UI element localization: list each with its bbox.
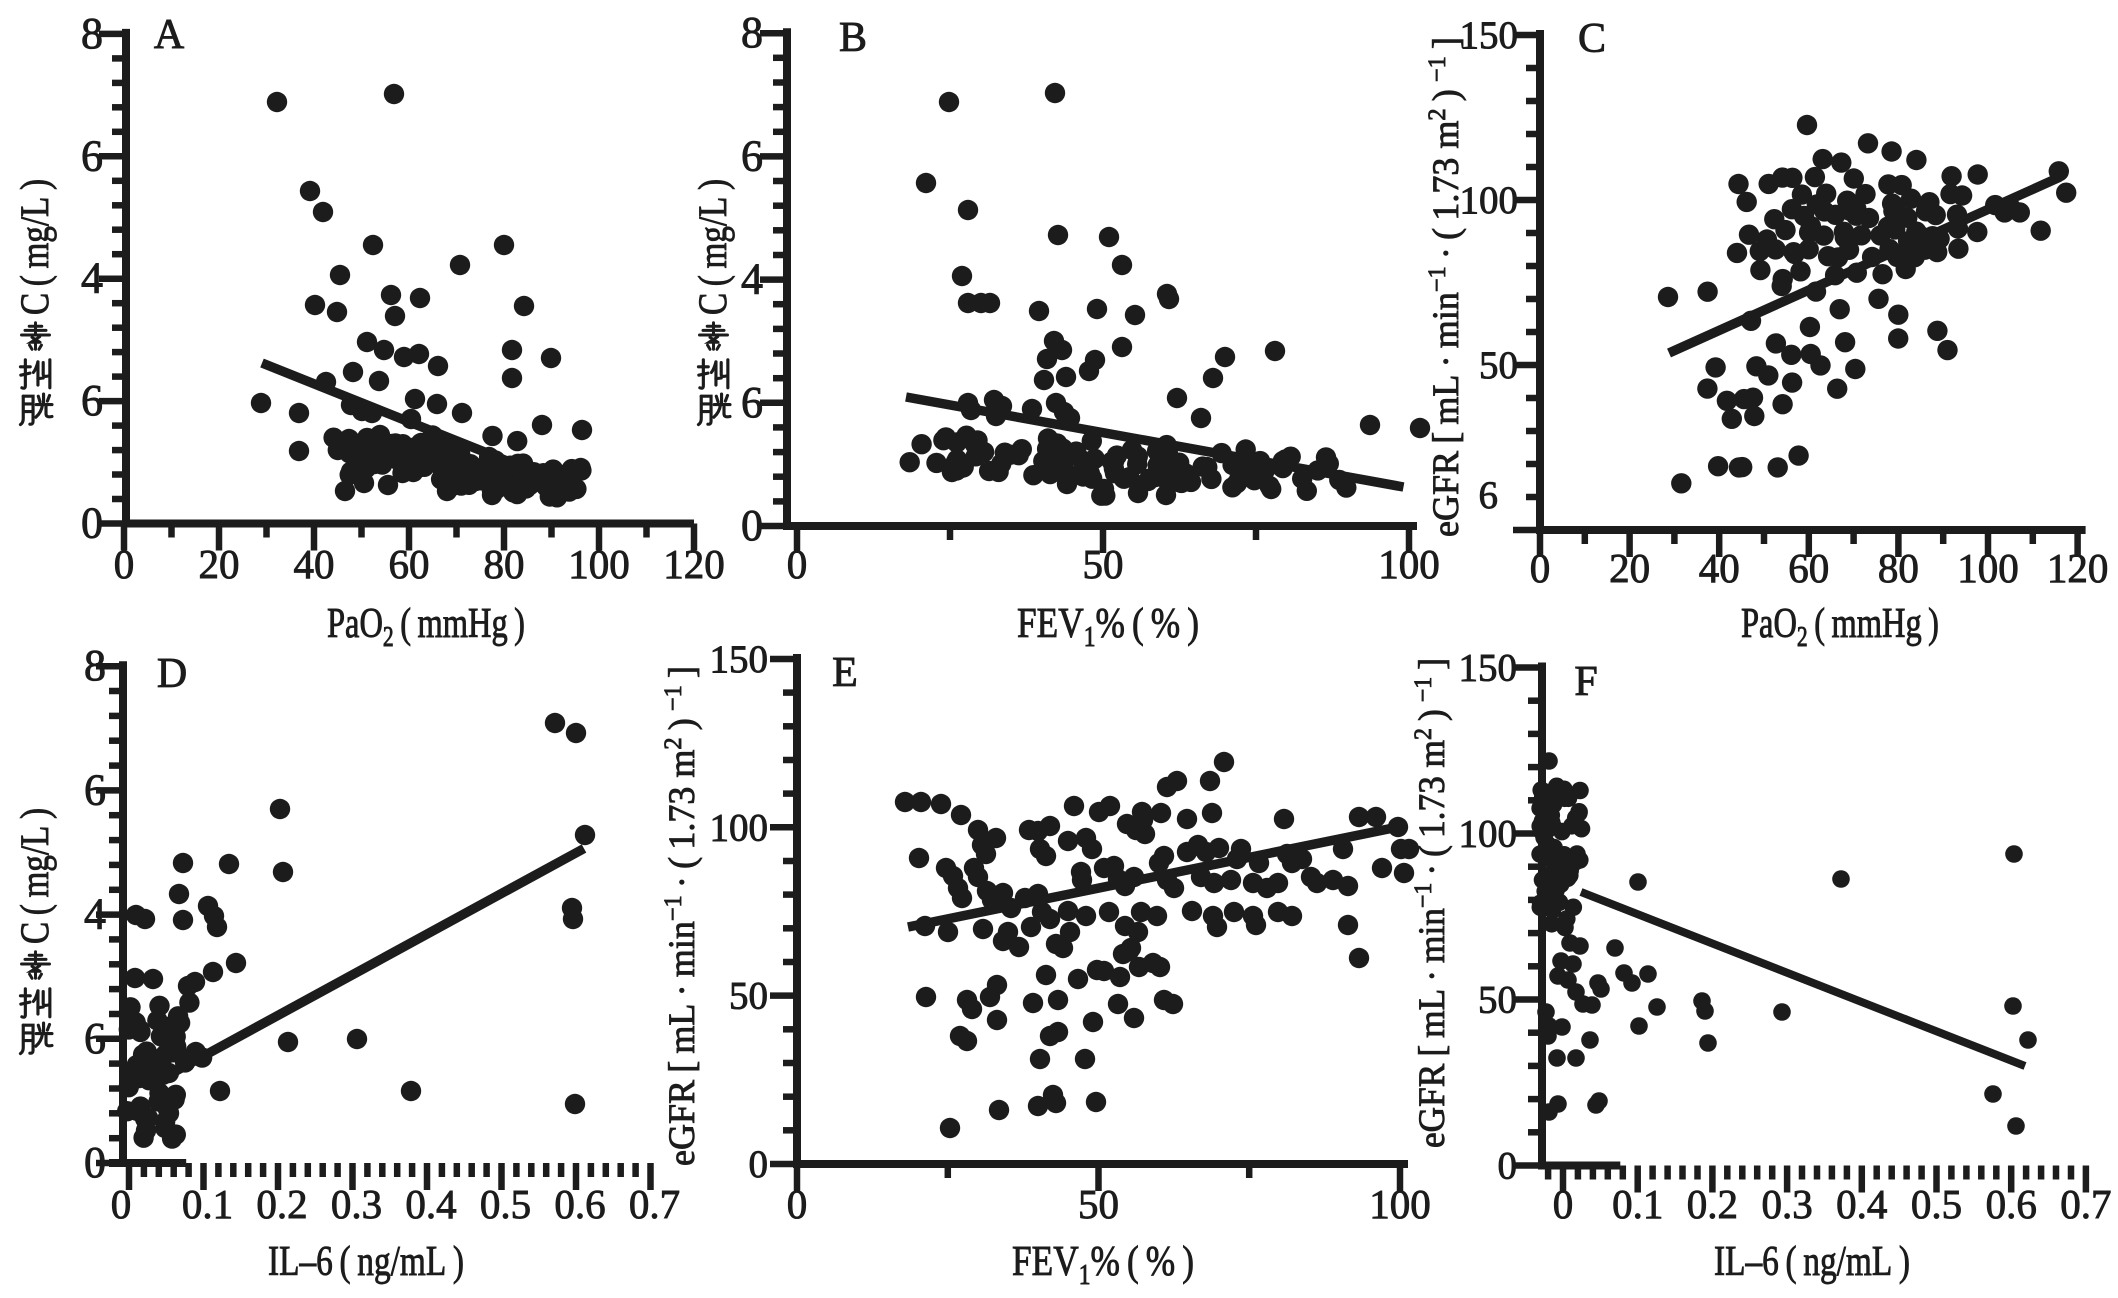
svg-text:50: 50 bbox=[1478, 979, 1517, 1022]
svg-text:6: 6 bbox=[81, 131, 103, 180]
svg-text:0: 0 bbox=[741, 501, 763, 550]
svg-text:4: 4 bbox=[741, 255, 763, 304]
svg-text:D: D bbox=[157, 651, 187, 697]
svg-text:0.1: 0.1 bbox=[182, 1181, 233, 1227]
svg-text:PaO2 ( mmHg ): PaO2 ( mmHg ) bbox=[1741, 601, 1939, 653]
svg-text:6: 6 bbox=[84, 765, 106, 814]
svg-text:C ( mg/L ): C ( mg/L ) bbox=[12, 179, 57, 315]
svg-text:0.6: 0.6 bbox=[554, 1181, 605, 1227]
svg-text:150: 150 bbox=[710, 638, 769, 681]
svg-text:0.2: 0.2 bbox=[1687, 1181, 1738, 1227]
svg-text:100: 100 bbox=[1957, 545, 2019, 591]
svg-text:50: 50 bbox=[1083, 541, 1124, 587]
svg-text:0.5: 0.5 bbox=[1911, 1181, 1962, 1227]
svg-text:6: 6 bbox=[741, 131, 763, 180]
svg-text:0.5: 0.5 bbox=[480, 1181, 531, 1227]
svg-text:100: 100 bbox=[1460, 179, 1519, 222]
svg-text:FEV1% ( % ): FEV1% ( % ) bbox=[1012, 1239, 1194, 1291]
svg-text:40: 40 bbox=[1699, 545, 1740, 591]
svg-text:100: 100 bbox=[1459, 813, 1518, 856]
svg-text:0: 0 bbox=[114, 541, 135, 587]
svg-text:0.7: 0.7 bbox=[2060, 1181, 2111, 1227]
svg-text:80: 80 bbox=[484, 541, 525, 587]
svg-text:0: 0 bbox=[1553, 1181, 1574, 1227]
svg-text:C ( mg/L ): C ( mg/L ) bbox=[12, 808, 57, 944]
svg-text:8: 8 bbox=[741, 8, 763, 57]
svg-text:0: 0 bbox=[84, 1138, 106, 1187]
svg-text:6: 6 bbox=[741, 378, 763, 427]
svg-text:0.3: 0.3 bbox=[331, 1181, 382, 1227]
svg-text:120: 120 bbox=[663, 541, 725, 587]
svg-text:0: 0 bbox=[111, 1181, 132, 1227]
svg-text:50: 50 bbox=[729, 975, 768, 1018]
svg-text:20: 20 bbox=[1609, 545, 1650, 591]
svg-text:6: 6 bbox=[84, 1014, 106, 1063]
svg-text:IL–6 ( ng/mL ): IL–6 ( ng/mL ) bbox=[1714, 1239, 1910, 1285]
svg-text:6: 6 bbox=[81, 376, 103, 425]
svg-text:B: B bbox=[839, 15, 867, 61]
svg-text:50: 50 bbox=[1078, 1181, 1119, 1227]
svg-text:0.4: 0.4 bbox=[1836, 1181, 1887, 1227]
svg-text:8: 8 bbox=[84, 641, 106, 690]
svg-text:0.1: 0.1 bbox=[1612, 1181, 1663, 1227]
svg-text:0: 0 bbox=[81, 499, 103, 548]
svg-text:50: 50 bbox=[1479, 344, 1518, 387]
svg-text:120: 120 bbox=[2047, 545, 2109, 591]
svg-text:A: A bbox=[154, 12, 185, 58]
svg-text:8: 8 bbox=[81, 9, 103, 58]
svg-text:4: 4 bbox=[84, 890, 106, 939]
svg-text:IL–6 ( ng/mL ): IL–6 ( ng/mL ) bbox=[268, 1239, 464, 1285]
svg-text:F: F bbox=[1574, 659, 1597, 705]
svg-text:0: 0 bbox=[787, 541, 808, 587]
svg-text:40: 40 bbox=[294, 541, 335, 587]
svg-text:150: 150 bbox=[1459, 647, 1518, 690]
svg-text:100: 100 bbox=[710, 806, 769, 849]
svg-text:0.3: 0.3 bbox=[1761, 1181, 1812, 1227]
svg-text:C: C bbox=[1578, 16, 1606, 62]
svg-text:80: 80 bbox=[1878, 545, 1919, 591]
svg-text:60: 60 bbox=[389, 541, 430, 587]
svg-text:C ( mg/L ): C ( mg/L ) bbox=[690, 179, 735, 315]
svg-text:FEV1% ( % ): FEV1% ( % ) bbox=[1017, 601, 1199, 653]
svg-text:6: 6 bbox=[1479, 474, 1499, 517]
svg-text:0.2: 0.2 bbox=[256, 1181, 307, 1227]
svg-text:E: E bbox=[832, 650, 858, 696]
svg-text:0: 0 bbox=[1498, 1145, 1518, 1188]
svg-text:0.4: 0.4 bbox=[405, 1181, 456, 1227]
svg-text:60: 60 bbox=[1788, 545, 1829, 591]
svg-text:0: 0 bbox=[787, 1181, 808, 1227]
svg-text:0: 0 bbox=[1530, 545, 1551, 591]
svg-text:100: 100 bbox=[568, 541, 630, 587]
svg-text:100: 100 bbox=[1378, 541, 1440, 587]
svg-text:0: 0 bbox=[749, 1143, 769, 1186]
svg-text:20: 20 bbox=[199, 541, 240, 587]
svg-text:0.6: 0.6 bbox=[1986, 1181, 2037, 1227]
svg-text:PaO2 ( mmHg ): PaO2 ( mmHg ) bbox=[327, 601, 525, 653]
svg-text:100: 100 bbox=[1369, 1181, 1431, 1227]
svg-text:0.7: 0.7 bbox=[629, 1181, 680, 1227]
svg-text:150: 150 bbox=[1460, 14, 1519, 57]
svg-text:4: 4 bbox=[81, 254, 103, 303]
